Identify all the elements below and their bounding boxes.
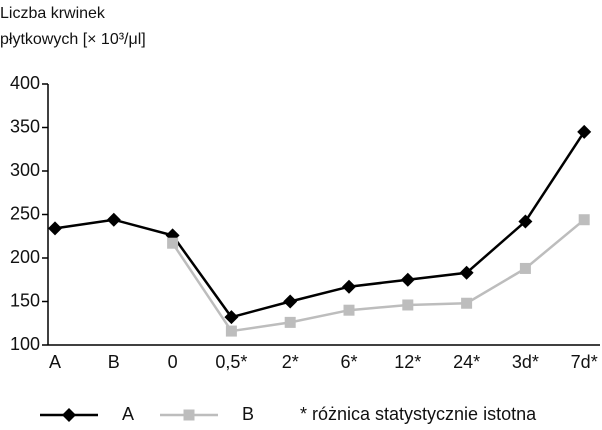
x-tick-label: B — [108, 352, 120, 372]
data-point — [577, 124, 592, 139]
legend-label: B — [242, 404, 254, 424]
x-tick-label: 6* — [340, 352, 357, 372]
x-tick-label: 0 — [168, 352, 178, 372]
legend-label: A — [122, 404, 134, 424]
y-axis-label: Liczba krwinek — [0, 5, 106, 22]
data-point — [342, 279, 356, 294]
data-point — [402, 299, 414, 311]
data-point — [284, 316, 296, 328]
data-point — [167, 237, 179, 249]
data-point — [578, 214, 590, 226]
legend-marker — [62, 408, 76, 422]
data-point — [459, 265, 474, 280]
data-point — [225, 325, 237, 337]
y-tick-label: 200 — [10, 247, 40, 267]
x-tick-label: 2* — [282, 352, 299, 372]
x-tick-label: A — [49, 352, 61, 372]
y-tick-label: 300 — [10, 160, 40, 180]
series-line — [54, 131, 586, 319]
y-axis-label: płytkowych [× 10³/μl] — [0, 31, 146, 48]
data-point — [400, 272, 415, 287]
data-point — [343, 304, 355, 316]
data-point — [106, 212, 121, 227]
note: * różnica statystycznie istotna — [300, 404, 537, 424]
data-point — [519, 262, 531, 274]
x-tick-label: 12* — [394, 352, 421, 372]
data-point — [224, 310, 239, 325]
data-point — [518, 214, 533, 229]
x-tick-label: 7d* — [571, 352, 598, 372]
x-tick-label: 24* — [453, 352, 480, 372]
y-tick-label: 400 — [10, 73, 40, 93]
data-point — [461, 297, 473, 309]
legend-marker — [183, 409, 195, 421]
series-line — [171, 218, 585, 333]
data-point — [283, 294, 298, 309]
y-tick-label: 100 — [10, 334, 40, 354]
data-point — [48, 221, 62, 236]
x-tick-label: 3d* — [512, 352, 539, 372]
y-tick-label: 250 — [10, 203, 40, 223]
y-tick-label: 350 — [10, 116, 40, 136]
y-tick-label: 150 — [10, 290, 40, 310]
x-tick-label: 0,5* — [215, 352, 247, 372]
